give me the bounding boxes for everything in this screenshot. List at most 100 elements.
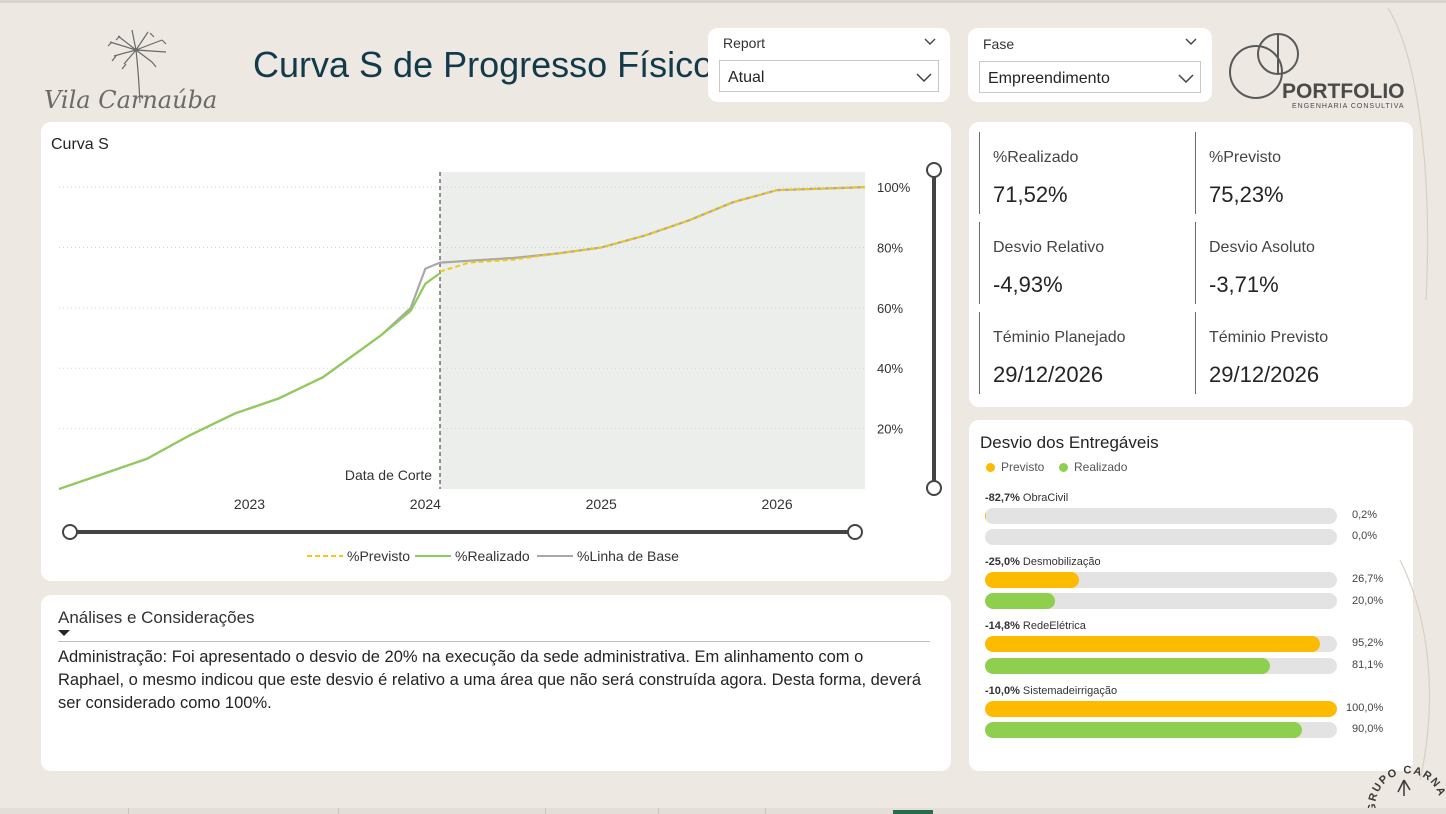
legend-label: %Linha de Base [577, 548, 679, 564]
deliverable-deviation: -82,7% [985, 492, 1020, 504]
deliverables-card: Desvio dos Entregáveis Previsto Realizad… [969, 420, 1413, 771]
kpi-desvio-absoluto-label: Desvio Asoluto [1209, 239, 1315, 256]
realizado-bar-track [985, 593, 1337, 609]
fase-dropdown-value: Empreendimento [988, 70, 1110, 87]
kpi-realizado-label: %Realizado [993, 149, 1079, 166]
deliverable-deviation: -14,8% [985, 620, 1020, 632]
realizado-value: 90,0% [1352, 723, 1384, 735]
previsto-bar [985, 508, 987, 524]
legend-label: %Realizado [455, 548, 530, 564]
page-title: Curva S de Progresso Físico [253, 44, 714, 85]
report-slicer[interactable]: Report Atual [708, 28, 950, 102]
kpi-separator [1195, 222, 1196, 304]
deliverables-title: Desvio dos Entregáveis [980, 433, 1159, 452]
kpi-realizado-value: 71,52% [993, 182, 1068, 207]
previsto-bar-track [985, 636, 1337, 652]
realizado-bar [985, 593, 1056, 609]
kpi-termino-planejado-value: 29/12/2026 [993, 362, 1104, 387]
kpi-separator [979, 132, 980, 214]
kpi-desvio-relativo-label: Desvio Relativo [993, 239, 1105, 256]
deliverable-deviation: -25,0% [985, 556, 1020, 568]
chart-title: Curva S [51, 136, 109, 153]
realizado-bar-track [985, 722, 1337, 738]
series-line-previsto [439, 186, 866, 273]
realizado-bar-track [985, 658, 1337, 674]
chevron-down-icon[interactable] [1178, 73, 1194, 83]
y-tick-label: 40% [877, 361, 903, 376]
legend-previsto-label: Previsto [1001, 460, 1045, 474]
chevron-down-icon[interactable] [923, 36, 937, 46]
y-range-slider-handle-top[interactable] [926, 162, 942, 178]
chevron-down-icon[interactable] [916, 72, 932, 82]
realizado-bar [985, 658, 1271, 674]
kpi-termino-planejado-label: Téminio Planejado [993, 329, 1126, 346]
deliverable-title: -25,0% Desmobilização [985, 556, 1101, 568]
analysis-text: Administração: Foi apresentado o desvio … [58, 648, 922, 712]
kpi-termino-previsto-label: Téminio Previsto [1209, 329, 1329, 346]
realizado-bar [985, 722, 1302, 738]
x-range-slider-handle-start[interactable] [62, 524, 78, 540]
previsto-value: 95,2% [1352, 637, 1384, 649]
realizado-bar-track [985, 529, 1337, 545]
x-range-slider-handle-end[interactable] [847, 524, 863, 540]
kpi-card: %Realizado 71,52% %Previsto 75,23% Desvi… [969, 122, 1413, 407]
y-tick-label: 100% [877, 180, 911, 195]
portfolio-logo: PORTFOLIO ENGENHARIA CONSULTIVA [1229, 33, 1405, 110]
previsto-bar-track [985, 701, 1337, 717]
x-tick-label: 2024 [410, 496, 441, 512]
deliverable-name: RedeElétrica [1022, 620, 1086, 632]
kpi-separator [1195, 132, 1196, 214]
deliverable-title: -82,7% ObraCivil [985, 492, 1068, 504]
y-tick-label: 80% [877, 240, 903, 255]
realizado-value: 0,0% [1352, 530, 1378, 542]
legend-previsto-marker [986, 463, 995, 472]
deliverable-deviation: -10,0% [985, 685, 1020, 697]
y-range-slider-handle-bottom[interactable] [926, 480, 942, 496]
realizado-value: 20,0% [1352, 595, 1384, 607]
deliverable-name: Sistemadeirrigação [1022, 685, 1118, 697]
top-border [0, 0, 1446, 3]
fase-slicer[interactable]: Fase Empreendimento [968, 28, 1212, 102]
previsto-bar [985, 636, 1321, 652]
report-slicer-label: Report [723, 35, 766, 51]
legend-label: %Previsto [347, 548, 410, 564]
active-page-tab[interactable] [893, 810, 933, 814]
x-tick-label: 2025 [586, 496, 617, 512]
logo-text: Vila Carnaúba [44, 86, 217, 114]
caret-down-icon[interactable] [58, 630, 70, 636]
analysis-title: Análises e Considerações [58, 608, 255, 627]
deliverable-title: -10,0% Sistemadeirrigação [985, 685, 1117, 697]
page-tab-divider [545, 808, 546, 814]
fase-dropdown[interactable]: Empreendimento [979, 61, 1201, 93]
portfolio-subtitle: ENGENHARIA CONSULTIVA [1292, 103, 1405, 110]
vila-carnauba-logo: Vila Carnaúba [44, 29, 217, 114]
kpi-desvio-absoluto-value: -3,71% [1209, 272, 1279, 297]
previsto-bar [985, 701, 1337, 717]
legend-realizado-marker [1059, 463, 1068, 472]
previsto-bar-track [985, 572, 1337, 588]
kpi-separator [1195, 312, 1196, 394]
deliverable-title: -14,8% RedeElétrica [985, 620, 1086, 632]
page-tabs-bar [0, 808, 1446, 814]
svg-text:GRUPO CARNAÚBA: GRUPO CARNAÚBA [1358, 740, 1446, 812]
stamp-text: GRUPO CARNAÚBA [1358, 740, 1446, 812]
x-tick-label: 2023 [234, 496, 265, 512]
kpi-previsto-label: %Previsto [1209, 149, 1282, 166]
page-tab-divider [338, 808, 339, 814]
previsto-value: 0,2% [1352, 509, 1378, 521]
page-tab-divider [658, 808, 659, 814]
fase-slicer-label: Fase [983, 36, 1015, 52]
kpi-previsto-value: 75,23% [1209, 182, 1284, 207]
page-tab-divider [128, 808, 129, 814]
decorative-curve [1387, 7, 1431, 781]
analysis-card [41, 595, 951, 771]
kpi-desvio-relativo-value: -4,93% [993, 272, 1063, 297]
series-line-realizado [58, 272, 441, 491]
kpi-separator [979, 312, 980, 394]
kpi-termino-previsto-value: 29/12/2026 [1209, 362, 1320, 387]
report-dropdown-value: Atual [728, 69, 765, 86]
previsto-bar-track [985, 508, 1337, 524]
report-dropdown[interactable]: Atual [719, 60, 939, 92]
chevron-down-icon[interactable] [1184, 36, 1198, 46]
legend-realizado-label: Realizado [1074, 460, 1128, 474]
